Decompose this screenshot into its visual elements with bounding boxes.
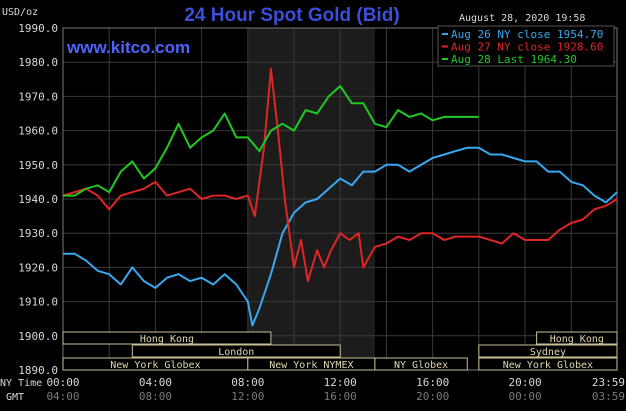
session-bar bbox=[131, 344, 341, 358]
y-axis-unit: USD/oz bbox=[2, 7, 38, 18]
session-label: NY Globex bbox=[394, 360, 448, 371]
y-tick-label: 1990.0 bbox=[18, 22, 58, 35]
session-bar bbox=[374, 357, 468, 371]
x-tick-label-ny: 16:00 bbox=[416, 376, 449, 389]
session-bar bbox=[478, 357, 618, 371]
legend-box bbox=[437, 25, 615, 67]
session-layer: Hong Kong Hong Kong London Sydney New York G… bbox=[62, 331, 618, 371]
x-tick-label-ny: 12:00 bbox=[324, 376, 357, 389]
legend-entry: Aug 28 Last 1964.30 bbox=[451, 53, 577, 66]
x-tick-label-gmt: 08:00 bbox=[139, 390, 172, 403]
session-label: London bbox=[218, 347, 254, 358]
x-tick-label-gmt: 03:59 bbox=[592, 390, 625, 403]
x-tick-label-gmt: 00:00 bbox=[508, 390, 541, 403]
y-tick-label: 1930.0 bbox=[18, 227, 58, 240]
series-line-1 bbox=[62, 68, 618, 283]
x-tick-label-gmt: 12:00 bbox=[231, 390, 264, 403]
x-axis-label-gmt: GMT bbox=[6, 392, 24, 403]
x-tick-label-ny: 00:00 bbox=[46, 376, 79, 389]
y-tick-label: 1900.0 bbox=[18, 330, 58, 343]
website-label[interactable]: www.kitco.com bbox=[66, 38, 190, 57]
session-label: Hong Kong bbox=[140, 334, 194, 345]
session-label: New York Globex bbox=[110, 360, 200, 371]
session-label: Hong Kong bbox=[550, 334, 604, 345]
y-tick-label: 1970.0 bbox=[18, 90, 58, 103]
x-tick-label-ny: 20:00 bbox=[508, 376, 541, 389]
y-tick-label: 1960.0 bbox=[18, 125, 58, 138]
session-label: New York NYMEX bbox=[269, 360, 353, 371]
y-tick-label: 1940.0 bbox=[18, 193, 58, 206]
series-layer bbox=[62, 68, 618, 327]
x-tick-label-gmt: 20:00 bbox=[416, 390, 449, 403]
x-tick-label-gmt: 16:00 bbox=[324, 390, 357, 403]
legend-entry: Aug 27 NY close 1928.60 bbox=[451, 41, 603, 54]
legend-entry: Aug 26 NY close 1954.70 bbox=[451, 28, 603, 41]
session-bar bbox=[478, 344, 618, 358]
session-bar bbox=[62, 331, 272, 345]
x-tick-label-ny: 23:59 bbox=[592, 376, 625, 389]
x-tick-label-ny: 04:00 bbox=[139, 376, 172, 389]
x-axis-label-ny: NY Time bbox=[0, 378, 42, 389]
y-tick-label: 1950.0 bbox=[18, 159, 58, 172]
session-label: Sydney bbox=[530, 347, 566, 358]
session-label: New York Globex bbox=[503, 360, 593, 371]
timestamp: August 28, 2020 19:58 bbox=[459, 13, 585, 24]
x-tick-label-ny: 08:00 bbox=[231, 376, 264, 389]
y-tick-label: 1910.0 bbox=[18, 296, 58, 309]
y-tick-label: 1920.0 bbox=[18, 261, 58, 274]
grid-layer bbox=[62, 27, 618, 371]
session-bar bbox=[536, 331, 618, 345]
y-tick-label: 1890.0 bbox=[18, 364, 58, 377]
chart-title: 24 Hour Spot Gold (Bid) bbox=[184, 5, 399, 26]
axis-layer: 1890.0 1900.0 1910.0 1920.0 1930.0 1940.0 1950… bbox=[18, 22, 625, 403]
x-tick-label-gmt: 04:00 bbox=[46, 390, 79, 403]
series-line-0 bbox=[63, 146, 618, 327]
series-line-2 bbox=[63, 85, 479, 197]
y-tick-label: 1980.0 bbox=[18, 56, 58, 69]
